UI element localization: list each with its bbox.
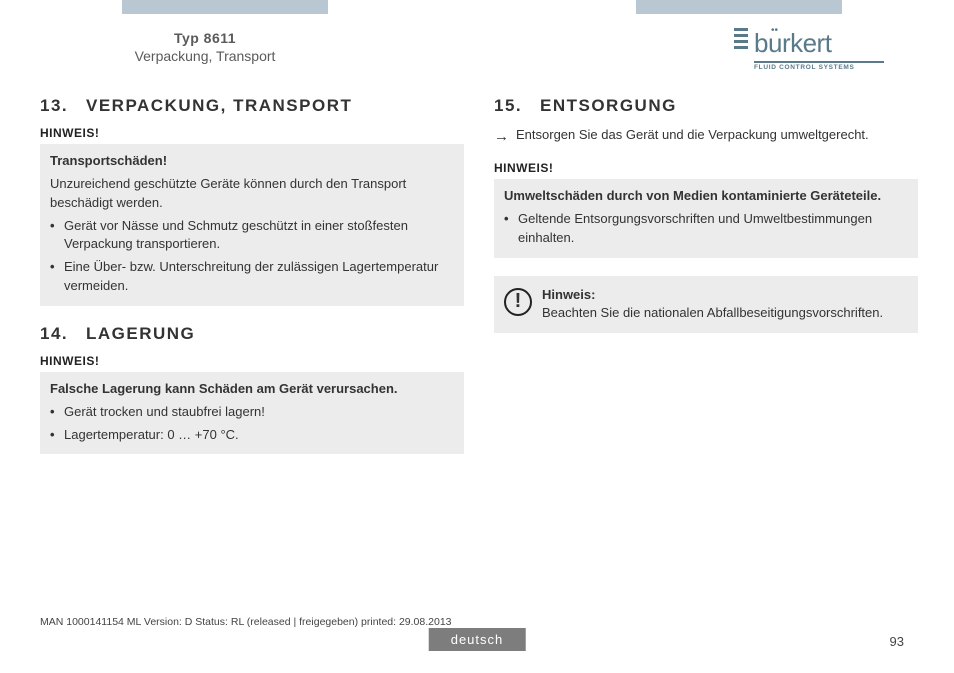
notice-label: HINWEIS! [494, 161, 918, 175]
bullet-item: • Geltende Entsorgungsvorschriften und U… [504, 210, 908, 248]
bullet-icon: • [50, 426, 64, 445]
bullet-text: Eine Über- bzw. Unterschreitung der zulä… [64, 258, 454, 296]
info-text: Beachten Sie die nationalen Abfallbeseit… [542, 304, 883, 323]
arrow-instruction: → Entsorgen Sie das Gerät und die Verpac… [494, 126, 918, 147]
section-14-heading: 14.LAGERUNG [40, 324, 464, 344]
notice-box-13: Transportschäden! Unzureichend geschützt… [40, 144, 464, 306]
notice-box-15: Umweltschäden durch von Medien kontamini… [494, 179, 918, 258]
right-column: 15.ENTSORGUNG → Entsorgen Sie das Gerät … [494, 96, 918, 472]
section-title: LAGERUNG [86, 324, 195, 343]
arrow-icon: → [494, 126, 516, 147]
bullet-icon: • [50, 403, 64, 422]
logo-bars-icon [734, 28, 748, 52]
language-badge: deutsch [429, 628, 526, 651]
notice-box-14: Falsche Lagerung kann Schäden am Gerät v… [40, 372, 464, 455]
section-number: 15. [494, 96, 540, 116]
notice-title: Umweltschäden durch von Medien kontamini… [504, 187, 908, 206]
bullet-item: • Gerät vor Nässe und Schmutz geschützt … [50, 217, 454, 255]
section-15-heading: 15.ENTSORGUNG [494, 96, 918, 116]
header-text-block: Typ 8611 Verpackung, Transport [90, 30, 320, 64]
product-type: Typ 8611 [90, 30, 320, 46]
bullet-item: • Lagertemperatur: 0 … +70 °C. [50, 426, 454, 445]
exclamation-icon: ! [504, 288, 532, 316]
notice-title: Transportschäden! [50, 152, 454, 171]
arrow-text: Entsorgen Sie das Gerät und die Verpacku… [516, 126, 869, 147]
bullet-icon: • [504, 210, 518, 248]
bullet-text: Geltende Entsorgungsvorschriften und Umw… [518, 210, 908, 248]
info-label: Hinweis: [542, 286, 883, 305]
top-accent-bars [0, 0, 954, 14]
info-text-block: Hinweis: Beachten Sie die nationalen Abf… [542, 286, 883, 324]
section-subtitle: Verpackung, Transport [90, 48, 320, 64]
accent-bar [122, 0, 328, 14]
bullet-text: Gerät trocken und staubfrei lagern! [64, 403, 454, 422]
section-number: 13. [40, 96, 86, 116]
bullet-text: Lagertemperatur: 0 … +70 °C. [64, 426, 454, 445]
page-header: Typ 8611 Verpackung, Transport bu••rkert… [0, 22, 954, 82]
accent-bar [636, 0, 842, 14]
notice-label: HINWEIS! [40, 354, 464, 368]
section-number: 14. [40, 324, 86, 344]
bullet-item: • Gerät trocken und staubfrei lagern! [50, 403, 454, 422]
section-title: ENTSORGUNG [540, 96, 677, 115]
logo-divider [754, 61, 884, 63]
left-column: 13.VERPACKUNG, TRANSPORT HINWEIS! Transp… [40, 96, 464, 472]
bullet-item: • Eine Über- bzw. Unterschreitung der zu… [50, 258, 454, 296]
document-meta: MAN 1000141154 ML Version: D Status: RL … [40, 616, 452, 628]
notice-label: HINWEIS! [40, 126, 464, 140]
section-title: VERPACKUNG, TRANSPORT [86, 96, 352, 115]
bullet-icon: • [50, 258, 64, 296]
info-box: ! Hinweis: Beachten Sie die nationalen A… [494, 276, 918, 334]
burkert-logo: bu••rkert FLUID CONTROL SYSTEMS [754, 28, 904, 72]
bullet-icon: • [50, 217, 64, 255]
section-13-heading: 13.VERPACKUNG, TRANSPORT [40, 96, 464, 116]
content-columns: 13.VERPACKUNG, TRANSPORT HINWEIS! Transp… [40, 96, 918, 472]
page-number: 93 [890, 634, 904, 649]
notice-text: Unzureichend geschützte Geräte können du… [50, 175, 454, 213]
logo-wordmark: bu••rkert [754, 28, 904, 59]
logo-tagline: FLUID CONTROL SYSTEMS [754, 64, 904, 71]
bullet-text: Gerät vor Nässe und Schmutz geschützt in… [64, 217, 454, 255]
notice-title: Falsche Lagerung kann Schäden am Gerät v… [50, 380, 454, 399]
